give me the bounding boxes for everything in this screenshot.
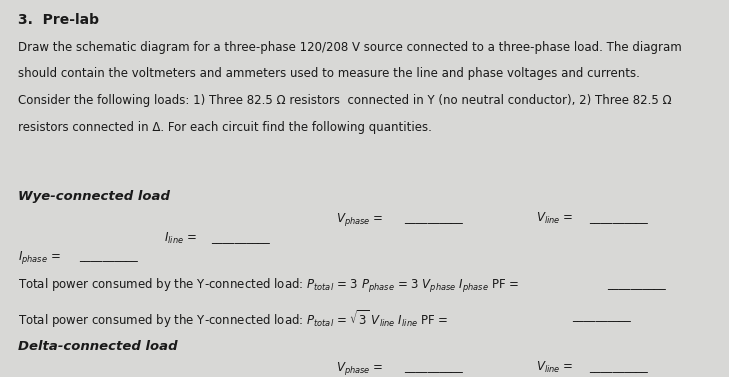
Text: __________: __________ [590, 211, 648, 224]
Text: $I_{phase}$ =: $I_{phase}$ = [18, 250, 61, 267]
Text: $V_{line}$ =: $V_{line}$ = [536, 211, 574, 226]
Text: __________: __________ [590, 360, 648, 373]
Text: $V_{phase}$ =: $V_{phase}$ = [336, 211, 383, 228]
Text: __________: __________ [404, 211, 462, 224]
Text: $V_{phase}$ =: $V_{phase}$ = [336, 360, 383, 377]
Text: Total power consumed by the Y-connected load: $P_{total}$ = 3 $P_{phase}$ = 3 $V: Total power consumed by the Y-connected … [18, 277, 520, 295]
Text: resistors connected in Δ. For each circuit find the following quantities.: resistors connected in Δ. For each circu… [18, 121, 432, 133]
Text: $I_{line}$ =: $I_{line}$ = [165, 231, 198, 246]
Text: should contain the voltmeters and ammeters used to measure the line and phase vo: should contain the voltmeters and ammete… [18, 67, 640, 80]
Text: Total power consumed by the Y-connected load: $P_{total}$ = $\sqrt{3}$ $V_{line}: Total power consumed by the Y-connected … [18, 308, 448, 330]
Text: Consider the following loads: 1) Three 82.5 Ω resistors  connected in Y (no neut: Consider the following loads: 1) Three 8… [18, 94, 671, 107]
Text: 3.  Pre-lab: 3. Pre-lab [18, 13, 99, 27]
Text: __________: __________ [211, 231, 270, 244]
Text: __________: __________ [404, 360, 462, 373]
Text: __________: __________ [607, 277, 666, 290]
Text: Draw the schematic diagram for a three-phase 120/208 V source connected to a thr: Draw the schematic diagram for a three-p… [18, 41, 682, 54]
Text: __________: __________ [79, 250, 138, 262]
Text: $V_{line}$ =: $V_{line}$ = [536, 360, 574, 375]
Text: Wye-connected load: Wye-connected load [18, 190, 170, 203]
Text: Delta-connected load: Delta-connected load [18, 340, 178, 353]
Text: __________: __________ [572, 308, 631, 322]
